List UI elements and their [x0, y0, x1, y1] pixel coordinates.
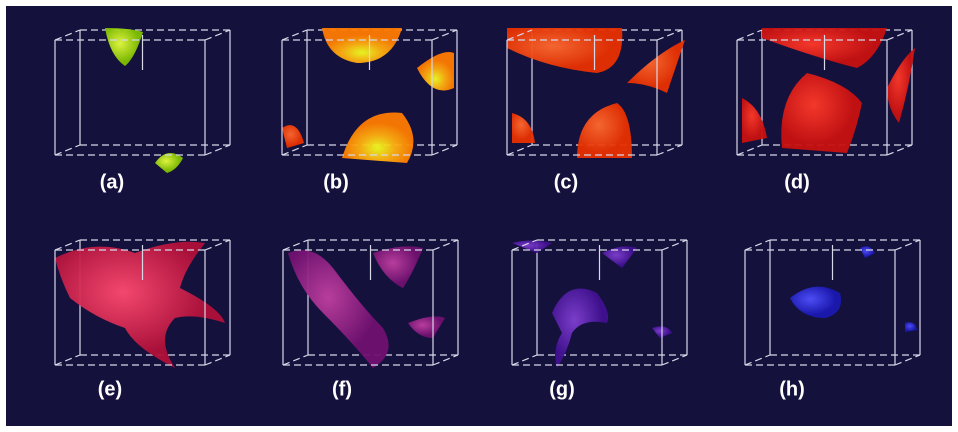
panel-label: (g)	[549, 378, 575, 400]
panel-label: (a)	[100, 171, 124, 193]
panel-label: (d)	[784, 171, 810, 193]
figure: (a) (b) (c) (d) (e) (f) (g) (h)	[0, 0, 958, 432]
panel-label: (e)	[98, 378, 122, 400]
background	[6, 6, 952, 426]
panel-label: (b)	[323, 171, 349, 193]
panel-label: (c)	[554, 171, 578, 193]
panel-label: (h)	[779, 378, 805, 400]
panel-label: (f)	[332, 378, 352, 400]
